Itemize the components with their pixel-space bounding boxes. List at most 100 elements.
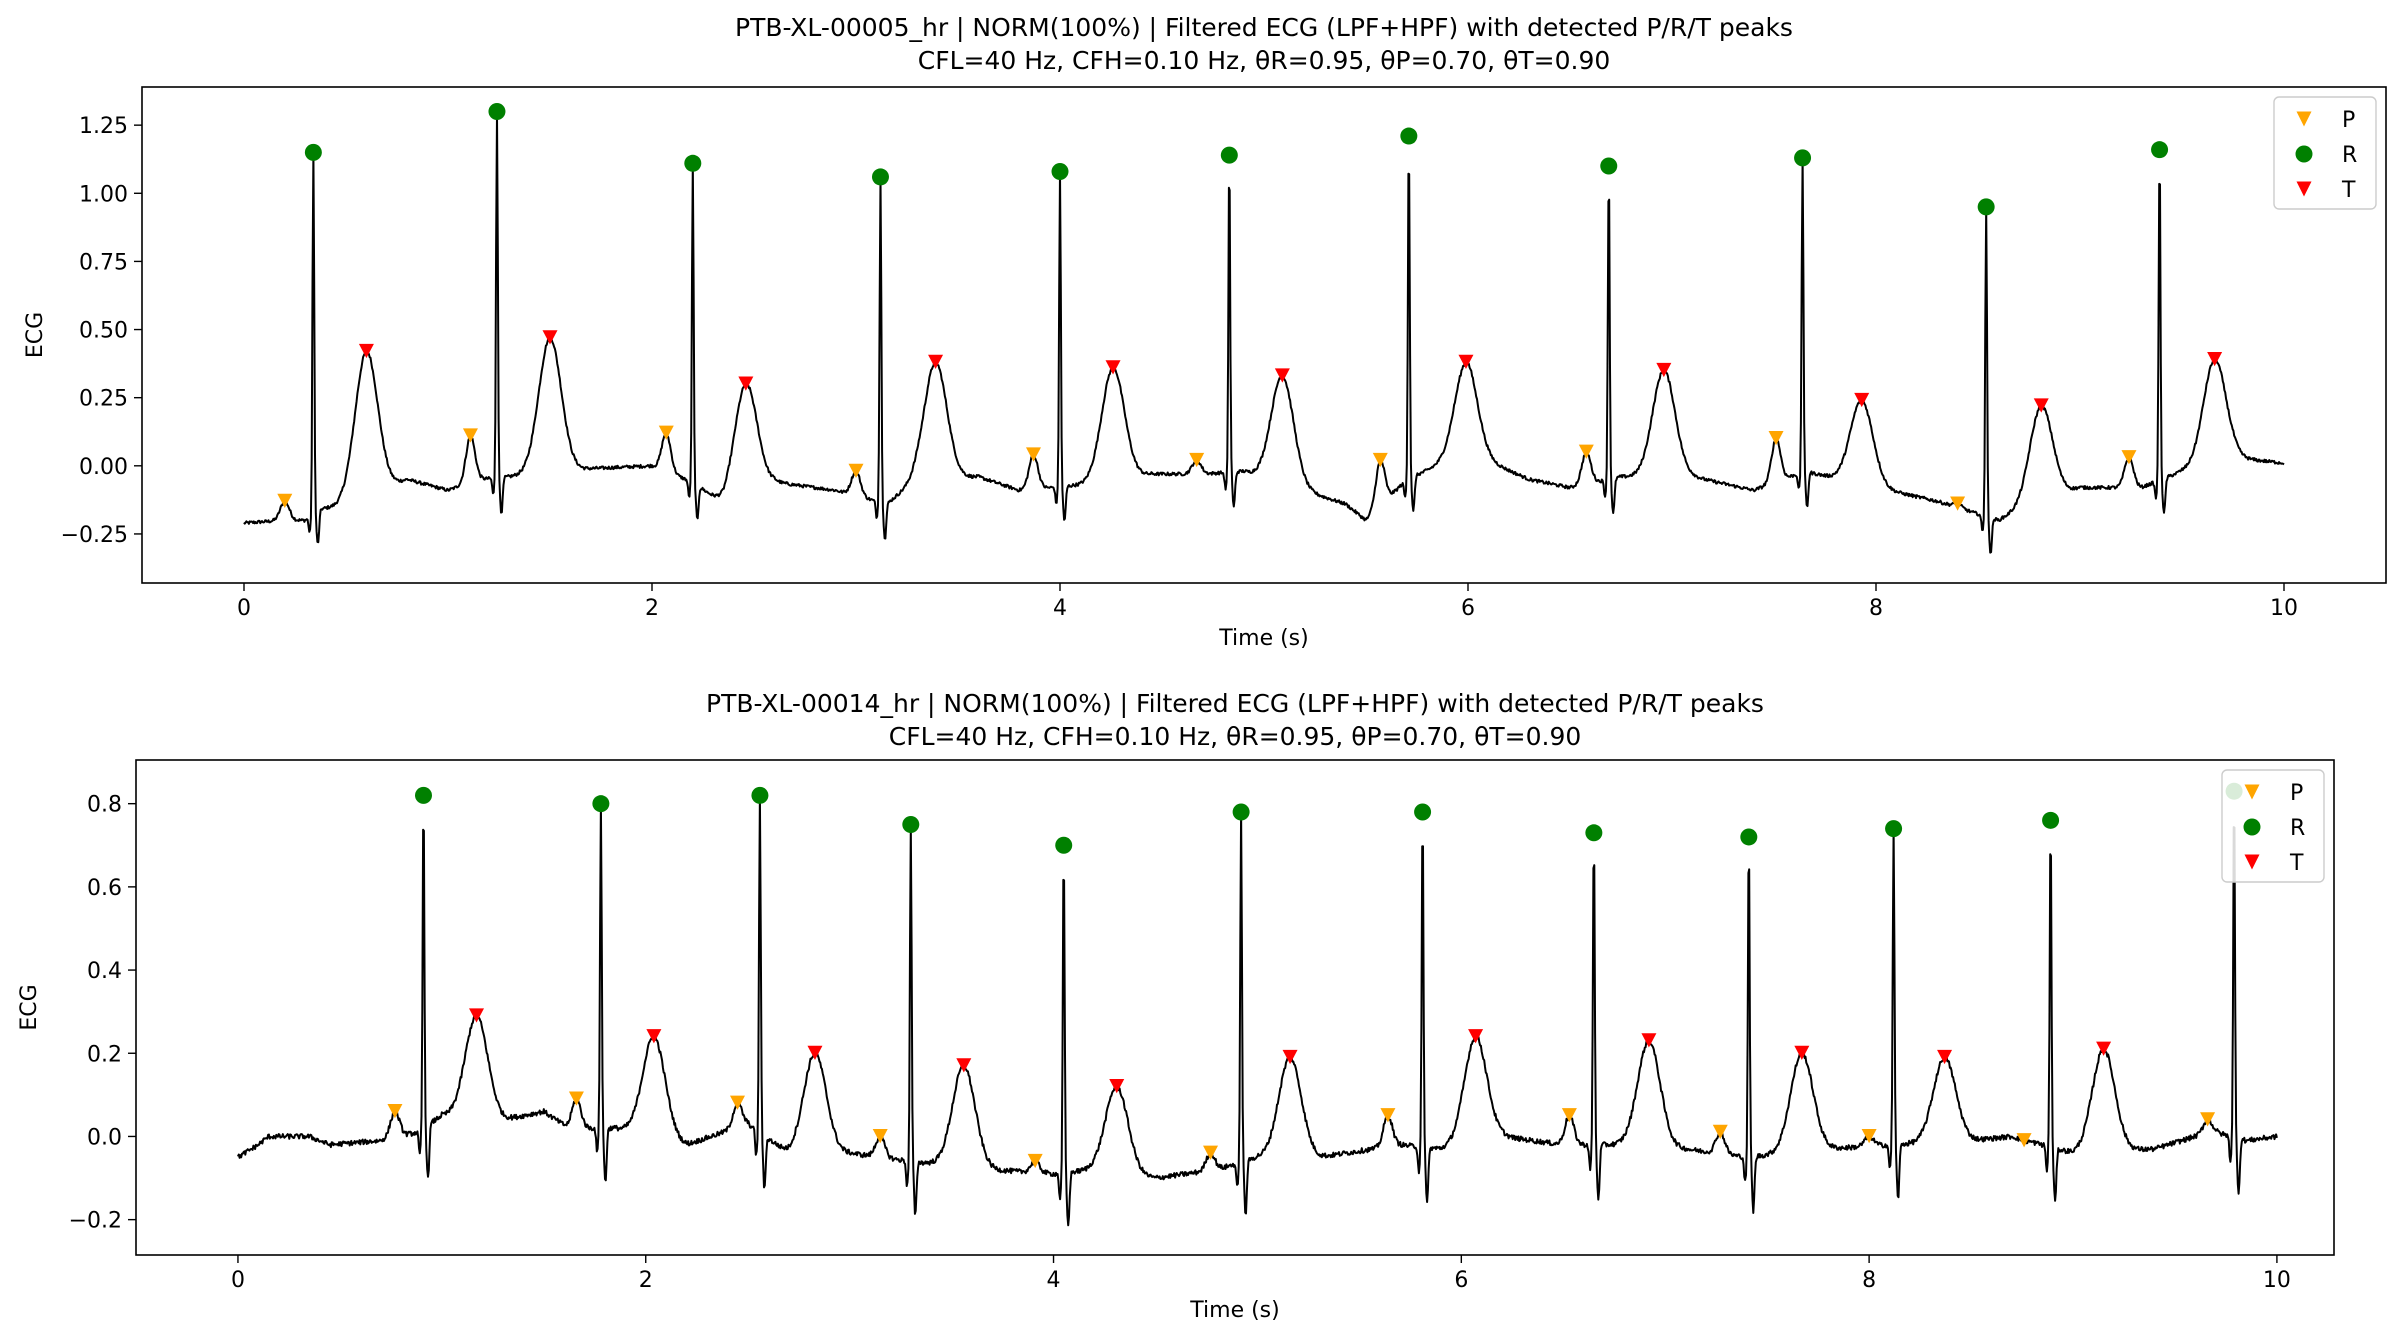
- r-peak-marker: [1740, 828, 1758, 846]
- y-axis-label: ECG: [17, 984, 42, 1030]
- y-tick-label: 1.00: [79, 182, 128, 207]
- legend-marker-t: [2244, 854, 2260, 870]
- x-tick-label: 0: [231, 1268, 245, 1293]
- legend-box: [2221, 769, 2325, 883]
- t-peak-marker: [1794, 1045, 1810, 1061]
- x-tick-label: 0: [237, 596, 251, 621]
- legend-label-t: T: [2289, 851, 2304, 876]
- x-axis-label: Time (s): [1218, 626, 1308, 651]
- r-peak-marker: [902, 815, 920, 833]
- y-tick-label: 0.0: [87, 1125, 122, 1150]
- t-peak-marker: [2033, 398, 2049, 413]
- p-peak-marker: [848, 463, 864, 479]
- t-peak-marker: [1854, 392, 1870, 408]
- r-peak-marker: [684, 154, 702, 172]
- p-peak-marker: [1189, 452, 1205, 468]
- t-peak-marker: [542, 330, 558, 345]
- r-peak-marker: [2151, 141, 2169, 159]
- p-peak-marker: [1561, 1108, 1577, 1123]
- t-peak-marker: [2096, 1041, 2112, 1056]
- r-peak-marker: [751, 786, 769, 804]
- y-tick-label: −0.25: [61, 523, 128, 548]
- legend-marker-t: [2296, 181, 2312, 197]
- chart-panel-2: PTB-XL-00014_hr | NORM(100%) | Filtered …: [17, 689, 2335, 1323]
- t-peak-marker: [646, 1029, 662, 1044]
- r-peak-marker: [414, 786, 432, 804]
- p-peak-marker: [1027, 1153, 1043, 1169]
- t-peak-marker: [358, 343, 374, 359]
- p-peak-marker: [387, 1103, 403, 1119]
- t-peak-marker: [807, 1045, 823, 1061]
- p-peak-marker: [658, 425, 674, 440]
- r-peak-marker: [1220, 146, 1238, 164]
- r-peak-marker: [1400, 127, 1418, 145]
- x-tick-label: 10: [2270, 596, 2298, 621]
- y-axis-label: ECG: [23, 312, 48, 358]
- axes-frame: [135, 759, 2335, 1256]
- p-peak-marker: [1203, 1145, 1219, 1160]
- p-peak-marker: [1768, 431, 1784, 446]
- chart-title: PTB-XL-00005_hr | NORM(100%) | Filtered …: [735, 13, 1793, 42]
- p-peak-marker: [1861, 1128, 1877, 1144]
- p-peak-marker: [462, 428, 478, 443]
- t-peak-marker: [1109, 1079, 1125, 1094]
- legend-label-p: P: [2342, 108, 2355, 133]
- p-peak-marker: [1372, 452, 1388, 468]
- t-peak-marker: [1937, 1049, 1953, 1065]
- r-peak-marker: [1977, 198, 1995, 216]
- legend-label-r: R: [2290, 816, 2305, 841]
- t-peak-marker: [738, 376, 754, 391]
- x-tick-label: 6: [1461, 596, 1475, 621]
- t-peak-marker: [928, 354, 944, 370]
- chart-title: PTB-XL-00014_hr | NORM(100%) | Filtered …: [706, 689, 1764, 718]
- legend-label-p: P: [2290, 781, 2303, 806]
- r-peak-marker: [1600, 157, 1618, 175]
- r-peak-marker: [1232, 803, 1250, 821]
- y-tick-label: 0.75: [79, 250, 128, 275]
- legend-marker-r: [2243, 818, 2261, 836]
- r-peak-marker: [1585, 824, 1603, 842]
- x-tick-label: 4: [1053, 596, 1067, 621]
- t-peak-marker: [1656, 362, 1672, 378]
- r-peak-marker: [1885, 820, 1903, 838]
- t-peak-marker: [1105, 360, 1121, 375]
- y-tick-label: 0.8: [87, 793, 122, 818]
- x-tick-label: 8: [1862, 1268, 1876, 1293]
- p-peak-marker: [1380, 1108, 1396, 1123]
- chart-panel-1: PTB-XL-00005_hr | NORM(100%) | Filtered …: [23, 13, 2387, 651]
- y-tick-label: −0.2: [69, 1209, 122, 1234]
- t-peak-marker: [1458, 354, 1474, 370]
- t-peak-marker: [2207, 352, 2223, 367]
- p-peak-marker: [1712, 1124, 1728, 1140]
- x-tick-label: 4: [1047, 1268, 1061, 1293]
- y-tick-label: 0.2: [87, 1042, 122, 1067]
- p-peak-marker: [1025, 447, 1041, 462]
- r-peak-marker: [1794, 149, 1812, 167]
- r-peak-marker: [1414, 803, 1432, 821]
- p-peak-marker: [872, 1128, 888, 1144]
- p-peak-marker: [568, 1091, 584, 1106]
- t-peak-marker: [469, 1008, 485, 1023]
- x-tick-label: 2: [639, 1268, 653, 1293]
- legend-box: [2273, 96, 2377, 210]
- chart-subtitle: CFL=40 Hz, CFH=0.10 Hz, θR=0.95, θP=0.70…: [918, 46, 1611, 75]
- r-peak-marker: [871, 168, 889, 186]
- r-peak-marker: [488, 103, 506, 121]
- r-peak-marker: [304, 143, 322, 161]
- r-peak-marker: [592, 795, 610, 813]
- x-axis-label: Time (s): [1189, 1298, 1279, 1323]
- p-peak-marker: [2016, 1133, 2032, 1148]
- p-peak-marker: [277, 493, 293, 508]
- t-peak-marker: [1274, 368, 1290, 383]
- x-tick-label: 6: [1454, 1268, 1468, 1293]
- y-tick-label: 0.50: [79, 319, 128, 344]
- t-peak-marker: [1468, 1029, 1484, 1044]
- r-peak-marker: [1051, 162, 1069, 180]
- x-tick-label: 2: [645, 596, 659, 621]
- t-peak-marker: [1282, 1049, 1298, 1065]
- y-tick-label: 0.00: [79, 455, 128, 480]
- y-tick-label: 1.25: [79, 114, 128, 139]
- p-peak-marker: [1950, 496, 1966, 511]
- y-tick-label: 0.4: [87, 959, 122, 984]
